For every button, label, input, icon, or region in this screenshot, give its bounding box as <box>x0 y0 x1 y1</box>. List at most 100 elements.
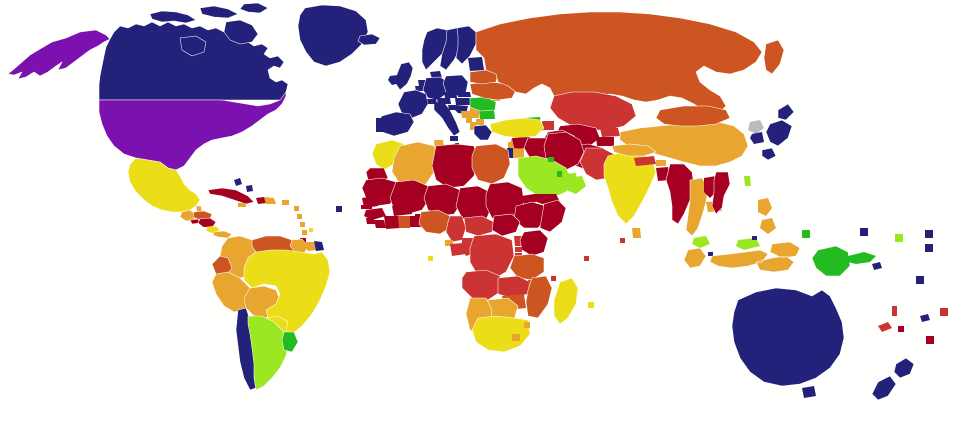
country-solomon-islands[interactable] <box>872 262 882 270</box>
country-madagascar[interactable] <box>554 278 578 324</box>
country-cuba[interactable] <box>208 188 254 204</box>
country-fiji[interactable] <box>920 314 930 322</box>
country-guinea[interactable] <box>364 208 386 220</box>
country-mongolia[interactable] <box>656 106 730 126</box>
country-kazakhstan[interactable] <box>550 92 636 130</box>
country-sao-tome[interactable] <box>428 256 433 261</box>
country-nepal[interactable] <box>634 156 656 166</box>
country-ghana[interactable] <box>398 216 410 228</box>
country-liberia[interactable] <box>374 220 386 228</box>
country-indonesia[interactable] <box>684 242 800 272</box>
country-papua-tail[interactable] <box>848 252 876 264</box>
country-palau[interactable] <box>802 230 810 238</box>
country-portugal[interactable] <box>376 118 384 132</box>
country-niger[interactable] <box>424 184 462 216</box>
country-eritrea[interactable] <box>522 194 536 204</box>
country-kyrgyzstan[interactable] <box>600 128 620 137</box>
country-dominican-republic[interactable] <box>264 197 276 204</box>
country-kiribati[interactable] <box>925 244 933 252</box>
country-bulgaria[interactable] <box>479 110 495 119</box>
country-australia[interactable] <box>732 288 844 386</box>
country-canada-arctic-3[interactable] <box>240 3 268 13</box>
country-burkina-faso[interactable] <box>392 204 412 216</box>
country-ukraine[interactable] <box>470 82 516 100</box>
country-canada-arctic-2[interactable] <box>200 6 238 18</box>
country-uruguay[interactable] <box>282 332 298 352</box>
country-hungary[interactable] <box>455 98 471 105</box>
country-argentina[interactable] <box>248 316 288 390</box>
country-egypt[interactable] <box>472 144 510 184</box>
country-north-korea[interactable] <box>748 120 764 134</box>
country-baltics[interactable] <box>468 57 484 71</box>
country-japan[interactable] <box>762 104 794 160</box>
country-azerbaijan[interactable] <box>542 121 554 130</box>
country-brunei[interactable] <box>752 236 757 240</box>
country-vietnam[interactable] <box>712 172 730 214</box>
country-suriname[interactable] <box>304 242 316 251</box>
country-mozambique[interactable] <box>526 276 552 318</box>
country-mauritius[interactable] <box>588 302 594 308</box>
country-french-guiana[interactable] <box>314 241 324 251</box>
country-nigeria[interactable] <box>419 210 450 234</box>
country-comoros[interactable] <box>551 276 556 281</box>
country-alaska[interactable] <box>8 30 110 79</box>
country-rwanda[interactable] <box>515 247 522 252</box>
country-cameroon[interactable] <box>446 216 466 242</box>
country-cape-verde[interactable] <box>336 206 342 212</box>
country-oman[interactable] <box>566 176 586 194</box>
country-russia[interactable] <box>476 12 762 114</box>
country-libya[interactable] <box>432 144 478 188</box>
country-canada-hudson-west[interactable] <box>180 36 206 56</box>
country-jamaica[interactable] <box>238 203 246 207</box>
country-mexico[interactable] <box>128 158 200 212</box>
country-qatar[interactable] <box>557 171 562 177</box>
country-greenland[interactable] <box>298 5 368 66</box>
country-finland[interactable] <box>456 26 476 64</box>
country-china-tibet[interactable] <box>612 144 656 156</box>
country-singapore[interactable] <box>708 252 713 256</box>
country-slovakia[interactable] <box>457 92 471 97</box>
country-russia-kamchatka[interactable] <box>764 40 784 74</box>
country-algeria[interactable] <box>392 142 438 188</box>
country-kuwait[interactable] <box>548 157 554 162</box>
country-france[interactable] <box>398 90 428 118</box>
country-philippines[interactable] <box>758 198 776 234</box>
country-haiti[interactable] <box>256 197 266 204</box>
country-lesotho[interactable] <box>512 334 520 341</box>
country-uae[interactable] <box>562 173 577 181</box>
country-lebanon[interactable] <box>508 142 513 148</box>
country-bosnia[interactable] <box>461 111 470 118</box>
country-malaysia[interactable] <box>692 236 760 250</box>
country-tasmania[interactable] <box>802 386 816 398</box>
country-italy[interactable] <box>434 102 460 136</box>
country-papua-new-guinea[interactable] <box>812 246 850 276</box>
country-greece[interactable] <box>474 125 492 140</box>
country-tonga[interactable] <box>926 336 934 344</box>
country-micronesia[interactable] <box>895 234 903 242</box>
country-kenya[interactable] <box>520 230 548 256</box>
country-montenegro[interactable] <box>466 118 472 123</box>
country-iceland[interactable] <box>358 34 380 45</box>
country-canada-arctic-1[interactable] <box>150 11 196 23</box>
country-zambia[interactable] <box>498 276 530 298</box>
country-gambia[interactable] <box>361 205 372 209</box>
country-jordan[interactable] <box>513 148 524 158</box>
country-turkey[interactable] <box>490 118 544 138</box>
country-switzerland[interactable] <box>427 99 437 104</box>
country-myanmar[interactable] <box>666 164 694 224</box>
country-south-sudan[interactable] <box>492 214 520 236</box>
country-togo[interactable] <box>410 216 415 227</box>
country-samoa[interactable] <box>940 308 948 316</box>
country-bahamas[interactable] <box>234 178 253 192</box>
country-marshall-islands[interactable] <box>860 228 868 236</box>
country-taiwan[interactable] <box>744 176 751 186</box>
country-puerto-rico[interactable] <box>282 200 289 205</box>
country-seychelles[interactable] <box>584 256 589 261</box>
country-saudi-arabia[interactable] <box>518 156 572 198</box>
country-czechia[interactable] <box>444 92 457 98</box>
country-sierra-leone[interactable] <box>366 218 375 224</box>
country-tajikistan[interactable] <box>596 137 614 146</box>
country-maldives[interactable] <box>620 238 625 243</box>
country-new-zealand[interactable] <box>872 358 914 400</box>
country-french-polynesia[interactable] <box>898 326 904 332</box>
